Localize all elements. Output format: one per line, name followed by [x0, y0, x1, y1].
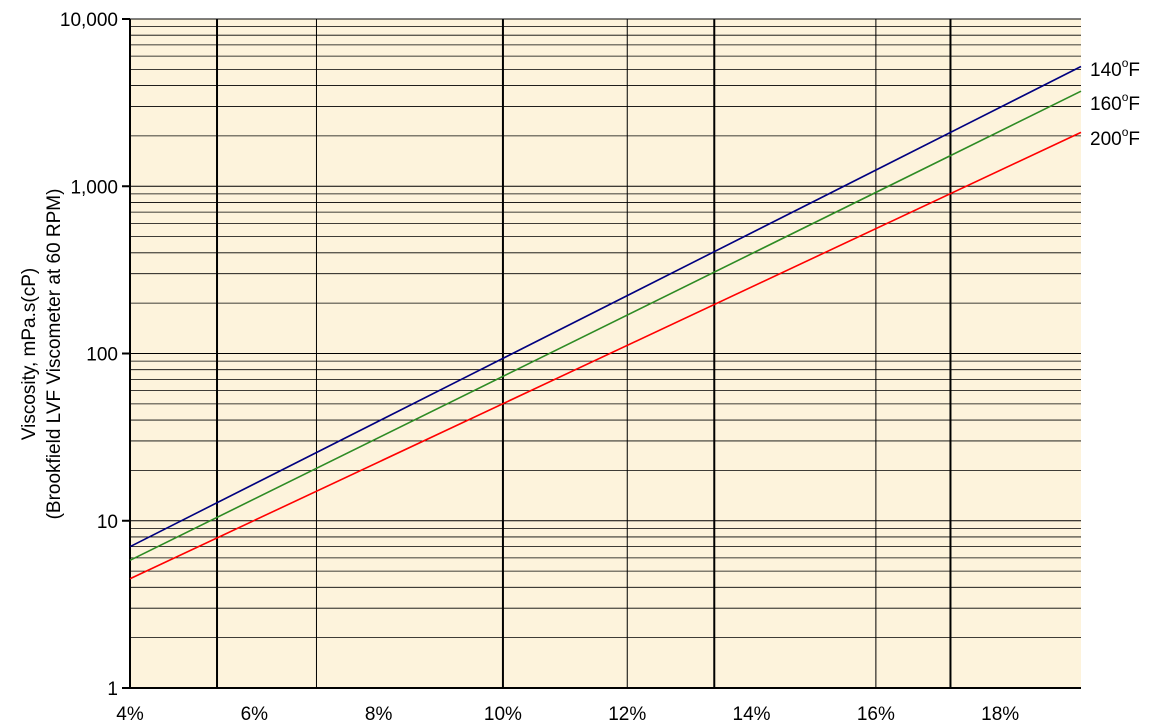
x-tick-label: 14%: [733, 704, 771, 725]
y-axis-subtitle: (Brookfield LVF Viscometer at 60 RPM): [44, 189, 65, 520]
x-tick-label: 10%: [484, 704, 522, 725]
y-tick-label: 1: [107, 679, 118, 700]
y-tick-label: 10: [97, 512, 118, 533]
series-line: [129, 90, 1082, 562]
x-tick-labels: 4% 6% 8% 10% 12% 14% 16% 18%: [116, 704, 1019, 725]
y-axis-title: Viscosity, mPa.s(cP): [19, 268, 40, 440]
x-tick-label: 6%: [241, 704, 269, 725]
series-label: 140oF: [1090, 56, 1140, 81]
series-line: [129, 65, 1082, 548]
x-tick-label: 12%: [608, 704, 646, 725]
y-tick-label: 1,000: [70, 177, 118, 198]
x-tick-label: 4%: [116, 704, 144, 725]
series-line: [129, 131, 1082, 580]
axes: [122, 18, 1081, 689]
x-tick-label: 18%: [981, 704, 1019, 725]
y-tick-labels: 1 10 100 1,000 10,000: [60, 10, 118, 700]
series-labels: 140oF 160oF 200oF: [1090, 56, 1140, 150]
x-tick-label: 8%: [365, 704, 393, 725]
y-tick-label: 10,000: [60, 10, 118, 31]
series-lines: [129, 65, 1082, 580]
series-label: 200oF: [1090, 125, 1140, 150]
series-label: 160oF: [1090, 90, 1140, 115]
major-gridlines: [130, 18, 1081, 689]
x-tick-label: 16%: [857, 704, 895, 725]
y-tick-label: 100: [86, 345, 118, 366]
minor-gridlines: [130, 26, 1081, 639]
